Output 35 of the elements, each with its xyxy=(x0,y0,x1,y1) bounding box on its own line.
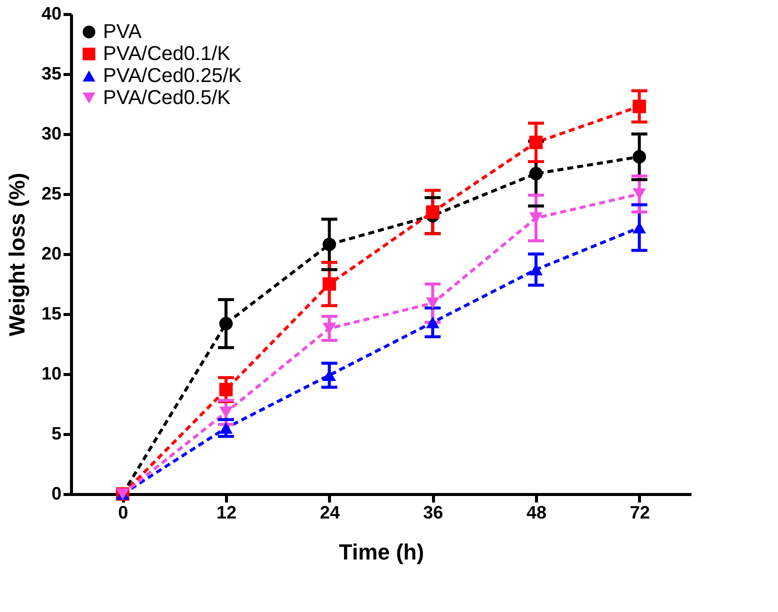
legend-label: PVA/Ced0.25/K xyxy=(103,65,242,87)
y-tick-label: 25 xyxy=(41,184,62,204)
x-axis-title: Time (h) xyxy=(338,540,424,564)
y-tick-label: 20 xyxy=(41,244,62,264)
y-tick-label: 30 xyxy=(41,124,62,144)
point xyxy=(529,136,543,150)
x-tick-label: 24 xyxy=(320,502,340,522)
x-tick-label: 72 xyxy=(630,502,650,522)
y-tick-label: 35 xyxy=(41,64,62,84)
point xyxy=(426,205,440,219)
x-tick-label: 12 xyxy=(216,502,237,522)
point xyxy=(632,188,646,200)
point xyxy=(426,316,440,328)
y-tick-label: 10 xyxy=(41,364,62,384)
x-tick-label: 36 xyxy=(423,502,444,522)
legend-label: PVA/Ced0.1/K xyxy=(103,43,232,65)
point xyxy=(219,316,233,330)
point xyxy=(426,297,440,310)
point xyxy=(322,277,336,291)
legend-label: PVA/Ced0.5/K xyxy=(103,87,232,109)
point xyxy=(632,150,646,164)
point xyxy=(219,406,233,418)
legend-label: PVA xyxy=(103,21,142,43)
y-axis-title: Weight loss (%) xyxy=(4,172,30,336)
y-tick-label: 5 xyxy=(51,424,62,444)
point xyxy=(632,100,646,114)
point xyxy=(529,166,543,180)
point xyxy=(219,382,233,396)
y-tick-label: 0 xyxy=(51,484,62,504)
x-tick-label: 48 xyxy=(526,502,547,522)
y-tick-label: 40 xyxy=(41,4,62,24)
y-tick-label: 15 xyxy=(41,304,62,324)
x-tick-label: 0 xyxy=(118,502,128,522)
point xyxy=(219,422,233,434)
point xyxy=(322,238,336,252)
